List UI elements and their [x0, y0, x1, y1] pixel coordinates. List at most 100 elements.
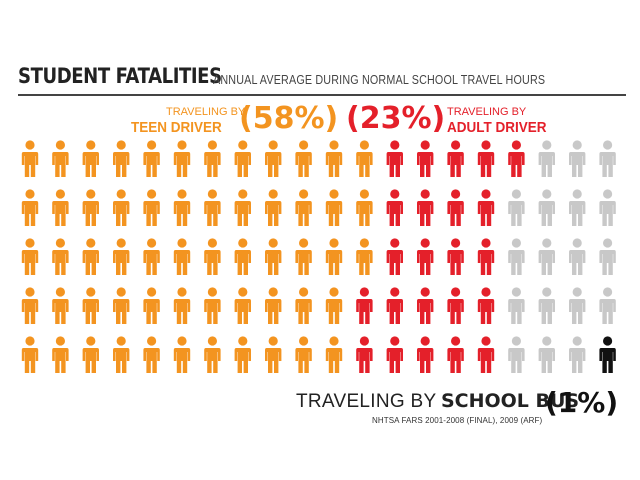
person-icon	[447, 287, 464, 324]
person-icon	[477, 189, 495, 226]
person-icon	[508, 189, 525, 226]
person-icon	[295, 287, 312, 324]
person-icon	[234, 336, 251, 373]
person-icon	[52, 140, 69, 177]
person-icon	[265, 189, 282, 226]
person-icon	[386, 238, 403, 275]
person-icon	[386, 287, 403, 324]
person-icon	[508, 287, 525, 324]
person-icon	[173, 336, 191, 373]
adult-label: ADULT DRIVER	[447, 119, 547, 136]
person-icon	[52, 238, 69, 275]
person-icon	[82, 238, 99, 275]
person-icon	[325, 238, 343, 275]
person-icon	[356, 336, 373, 373]
person-icon	[173, 238, 191, 275]
person-icon	[234, 140, 251, 177]
person-icon	[356, 238, 373, 275]
person-icon	[417, 287, 434, 324]
source-note: NHTSA FARS 2001-2008 (FINAL), 2009 (ARF)	[372, 416, 543, 425]
header-rule	[18, 94, 626, 96]
person-icon	[538, 189, 555, 226]
person-icon	[143, 287, 160, 324]
person-icon	[477, 287, 495, 324]
person-icon	[569, 336, 586, 373]
person-icon	[599, 287, 616, 324]
bus-label-prefix: TRAVELING BY	[296, 391, 437, 412]
person-icon	[477, 140, 495, 177]
person-icon	[447, 238, 464, 275]
person-icon	[538, 140, 555, 177]
teen-label: TEEN DRIVER	[131, 119, 222, 136]
person-icon	[204, 189, 221, 226]
person-icon	[82, 189, 99, 226]
person-icon	[386, 336, 403, 373]
person-icon	[265, 238, 282, 275]
person-icon	[295, 336, 312, 373]
person-icon	[82, 140, 99, 177]
person-icon	[21, 140, 39, 177]
person-icon	[599, 238, 616, 275]
person-icon	[113, 140, 130, 177]
person-icon	[295, 189, 312, 226]
person-icon	[265, 287, 282, 324]
person-icon	[417, 189, 434, 226]
adult-small-label: TRAVELING BY	[447, 106, 527, 118]
person-icon	[295, 140, 312, 177]
person-icon	[417, 140, 434, 177]
person-icon	[234, 238, 251, 275]
teen-small-label: TRAVELING BY	[166, 106, 246, 118]
person-icon	[52, 287, 69, 324]
person-icon	[325, 189, 343, 226]
person-icon	[143, 336, 160, 373]
person-icon	[417, 238, 434, 275]
person-icon	[265, 336, 282, 373]
person-icon	[508, 238, 525, 275]
person-icon	[143, 238, 160, 275]
person-icon	[508, 336, 525, 373]
person-icon	[325, 336, 343, 373]
chart-title: STUDENT FATALITIES	[18, 64, 222, 88]
person-icon	[386, 189, 403, 226]
person-icon	[82, 336, 99, 373]
person-icon	[599, 336, 616, 373]
person-icon	[113, 336, 130, 373]
person-icon	[143, 189, 160, 226]
person-icon	[356, 287, 373, 324]
person-icon	[21, 336, 39, 373]
bus-percent: (1%)	[545, 386, 619, 419]
person-icon	[538, 287, 555, 324]
person-icon	[265, 140, 282, 177]
bus-label: TRAVELING BY SCHOOL BUS	[296, 390, 579, 413]
person-icon	[356, 140, 373, 177]
person-icon	[52, 336, 69, 373]
person-icon	[204, 336, 221, 373]
person-icon	[569, 140, 586, 177]
person-icon	[599, 189, 616, 226]
person-icon	[325, 140, 343, 177]
person-icon	[325, 287, 343, 324]
person-icon	[173, 140, 191, 177]
person-icon	[599, 140, 616, 177]
teen-percent: (58%)	[239, 101, 339, 136]
person-icon	[52, 189, 69, 226]
person-icon	[204, 140, 221, 177]
person-icon	[417, 336, 434, 373]
chart-header: STUDENT FATALITIES ANNUAL AVERAGE DURING…	[18, 64, 628, 98]
person-icon	[21, 238, 39, 275]
person-icon	[447, 189, 464, 226]
person-icon	[113, 238, 130, 275]
person-icon	[82, 287, 99, 324]
person-icon	[21, 189, 39, 226]
person-icon	[538, 238, 555, 275]
chart-subtitle: ANNUAL AVERAGE DURING NORMAL SCHOOL TRAV…	[213, 73, 546, 87]
person-icon	[538, 336, 555, 373]
person-icon	[477, 238, 495, 275]
person-icon	[569, 287, 586, 324]
person-icon	[143, 140, 160, 177]
person-icon	[477, 336, 495, 373]
person-icon	[508, 140, 525, 177]
person-icon	[569, 189, 586, 226]
person-icon	[21, 287, 39, 324]
